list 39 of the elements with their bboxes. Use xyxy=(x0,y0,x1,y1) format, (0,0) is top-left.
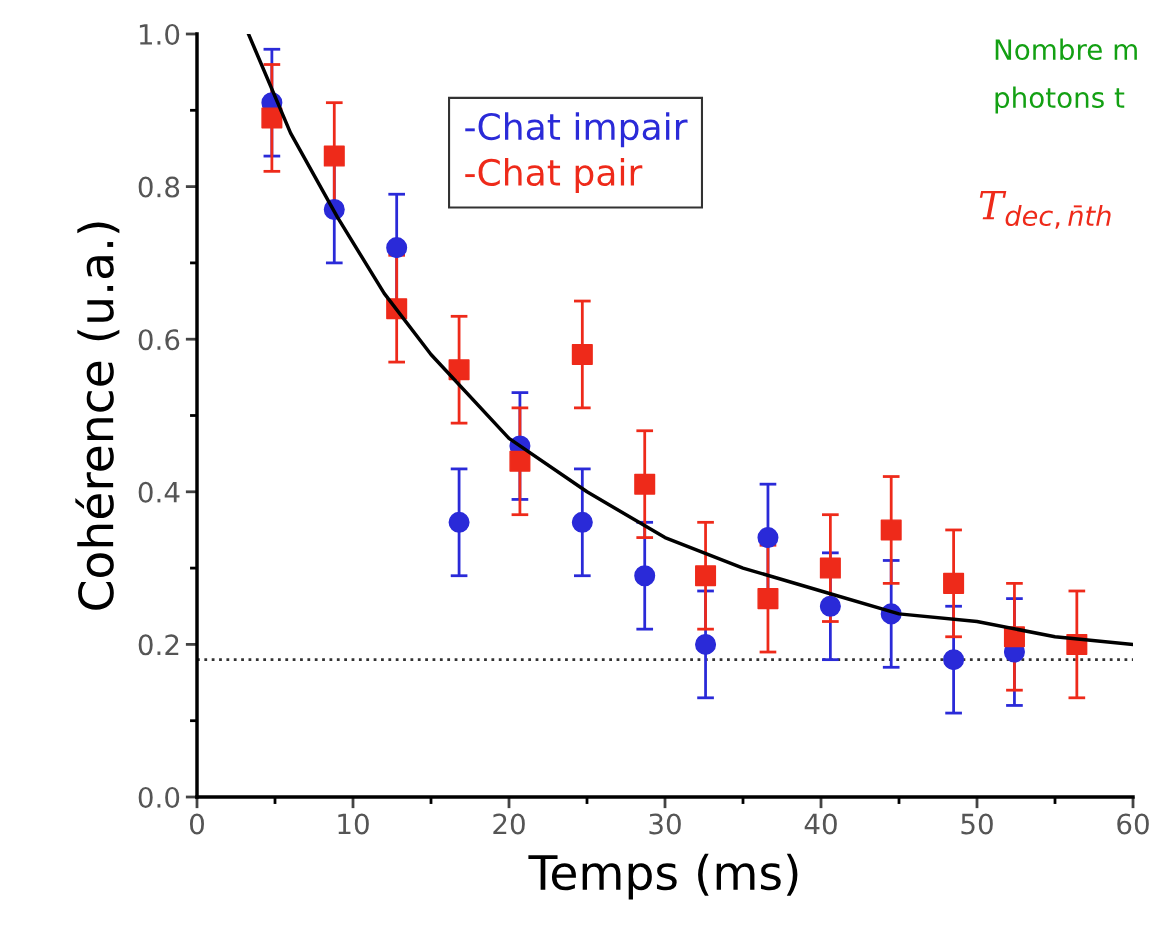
point xyxy=(819,595,841,617)
y-axis-title: Cohérence (u.a.) xyxy=(75,222,120,610)
y-tick-label: 0.0 xyxy=(138,786,180,808)
x-tick-label: 30 xyxy=(649,813,681,835)
x-tick-label: 20 xyxy=(493,813,525,835)
point xyxy=(448,359,470,381)
point xyxy=(757,527,779,549)
point xyxy=(571,511,593,533)
x-tick-label: 50 xyxy=(961,813,993,835)
x-tick-label: 0 xyxy=(189,813,204,835)
point xyxy=(943,649,965,671)
point xyxy=(448,511,470,533)
point xyxy=(757,588,779,610)
point xyxy=(634,473,656,495)
point xyxy=(571,343,593,365)
y-tick-label: 0.4 xyxy=(138,481,180,503)
point xyxy=(880,519,902,541)
annotation: photons t xyxy=(995,86,1125,114)
text: -Chat impair xyxy=(465,112,688,148)
x-tick-label: 40 xyxy=(804,813,837,835)
annotation: Nombre m xyxy=(995,38,1137,61)
y-tick-label: 1.0 xyxy=(139,23,180,45)
point xyxy=(261,107,283,129)
point xyxy=(386,237,408,259)
y-tick-label: 0.2 xyxy=(138,634,179,656)
point xyxy=(695,565,717,587)
x-axis-title: Temps (ms) xyxy=(528,853,798,900)
y-tick-label: 0.6 xyxy=(138,329,180,351)
point xyxy=(943,572,965,594)
y-tick-label: 0.8 xyxy=(138,176,180,198)
point xyxy=(695,633,717,655)
text: -Chat pair xyxy=(465,158,643,194)
x-tick-label: 60 xyxy=(1117,813,1149,835)
point xyxy=(323,145,345,167)
point xyxy=(634,565,656,587)
point xyxy=(819,557,841,579)
annotation: T$_{dec,n̄th}$ xyxy=(979,190,1111,229)
x-tick-label: 10 xyxy=(338,813,369,835)
point xyxy=(509,450,531,472)
